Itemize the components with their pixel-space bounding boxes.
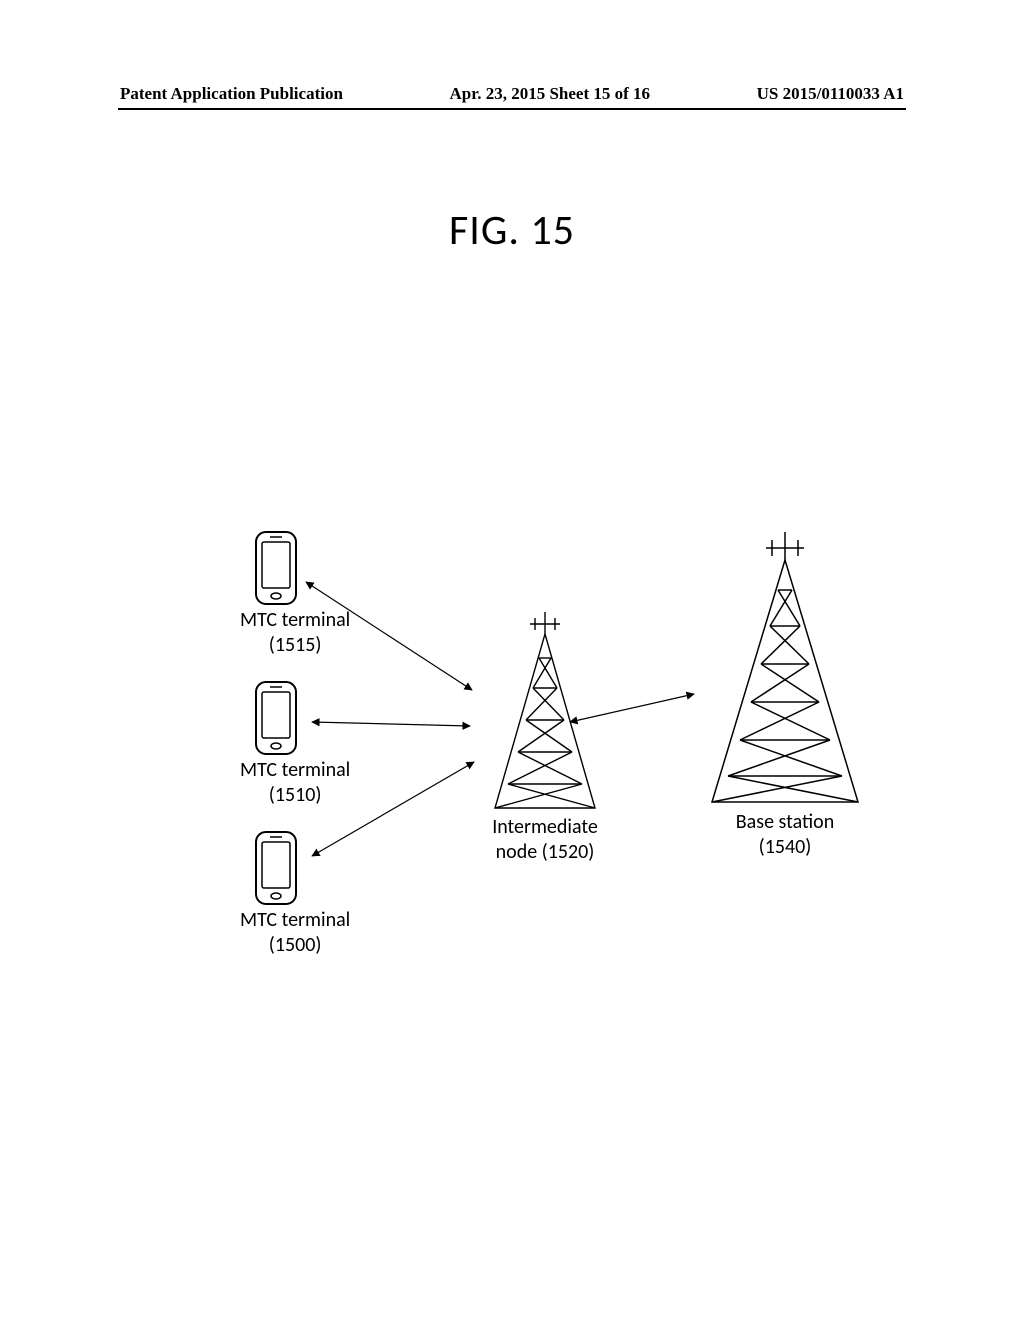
page: Patent Application Publication Apr. 23, … xyxy=(0,0,1024,1320)
tower-icon-intermediate xyxy=(480,610,610,810)
connection-edge xyxy=(312,722,470,726)
label-intermediate-line2: node (1520) xyxy=(496,840,595,864)
network-diagram: MTC terminal (1515) MTC terminal (1510) … xyxy=(170,530,890,990)
label-mtc-1510-line1: MTC terminal xyxy=(240,758,350,782)
label-intermediate-node: Intermediate node (1520) xyxy=(475,815,615,865)
label-mtc-1500-line2: (1500) xyxy=(269,933,322,957)
phone-icon-1515 xyxy=(250,530,302,608)
page-header: Patent Application Publication Apr. 23, … xyxy=(0,84,1024,104)
header-right: US 2015/0110033 A1 xyxy=(757,84,904,104)
label-mtc-1500-line1: MTC terminal xyxy=(240,908,350,932)
phone-icon-1500 xyxy=(250,830,302,908)
label-mtc-1515: MTC terminal (1515) xyxy=(240,608,350,658)
label-mtc-1500: MTC terminal (1500) xyxy=(240,908,350,958)
label-mtc-1515-line2: (1515) xyxy=(269,633,322,657)
figure-title: FIG. 15 xyxy=(0,205,1024,256)
tower-icon-base-station xyxy=(700,530,870,805)
label-base-station: Base station (1540) xyxy=(700,810,870,860)
label-intermediate-line1: Intermediate xyxy=(492,815,598,839)
label-base-line2: (1540) xyxy=(759,835,812,859)
header-rule xyxy=(118,108,906,110)
phone-icon-1510 xyxy=(250,680,302,758)
header-center: Apr. 23, 2015 Sheet 15 of 16 xyxy=(450,84,651,104)
label-mtc-1510: MTC terminal (1510) xyxy=(240,758,350,808)
label-base-line1: Base station xyxy=(736,810,834,834)
label-mtc-1515-line1: MTC terminal xyxy=(240,608,350,632)
header-left: Patent Application Publication xyxy=(120,84,343,104)
label-mtc-1510-line2: (1510) xyxy=(269,783,322,807)
